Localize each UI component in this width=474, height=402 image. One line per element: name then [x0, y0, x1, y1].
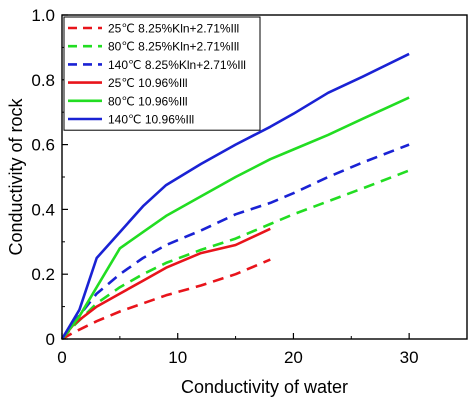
series-line-3 — [60, 227, 271, 340]
legend-label-3: 25℃ 10.96%Ill — [108, 76, 188, 90]
x-tick-label: 10 — [168, 348, 187, 367]
y-tick-label: 0.8 — [31, 71, 55, 90]
y-axis-title: Conductivity of rock — [6, 97, 26, 255]
y-tick-label: 0.6 — [31, 136, 55, 155]
legend-label-1: 80℃ 8.25%Kln+2.71%Ill — [108, 40, 239, 54]
y-tick-label: 1.0 — [31, 6, 55, 25]
x-axis-title: Conductivity of water — [181, 377, 348, 397]
y-tick-label: 0 — [46, 330, 55, 349]
x-tick-label: 30 — [400, 348, 419, 367]
series-line-4 — [60, 96, 410, 340]
series-line-5 — [60, 52, 410, 340]
series-line-0 — [61, 258, 271, 341]
legend-label-0: 25℃ 8.25%Kln+2.71%Ill — [108, 22, 239, 36]
x-tick-label: 0 — [57, 348, 66, 367]
legend-label-5: 140℃ 10.96%Ill — [108, 113, 194, 127]
series-line-2 — [60, 143, 410, 340]
x-tick-label: 20 — [284, 348, 303, 367]
legend-box — [63, 16, 261, 131]
legend-label-4: 80℃ 10.96%Ill — [108, 94, 188, 108]
y-tick-label: 0.2 — [31, 265, 55, 284]
y-tick-label: 0.4 — [31, 200, 55, 219]
series-line-1 — [61, 169, 410, 340]
legend-label-2: 140℃ 8.25%Kln+2.71%Ill — [108, 58, 246, 72]
